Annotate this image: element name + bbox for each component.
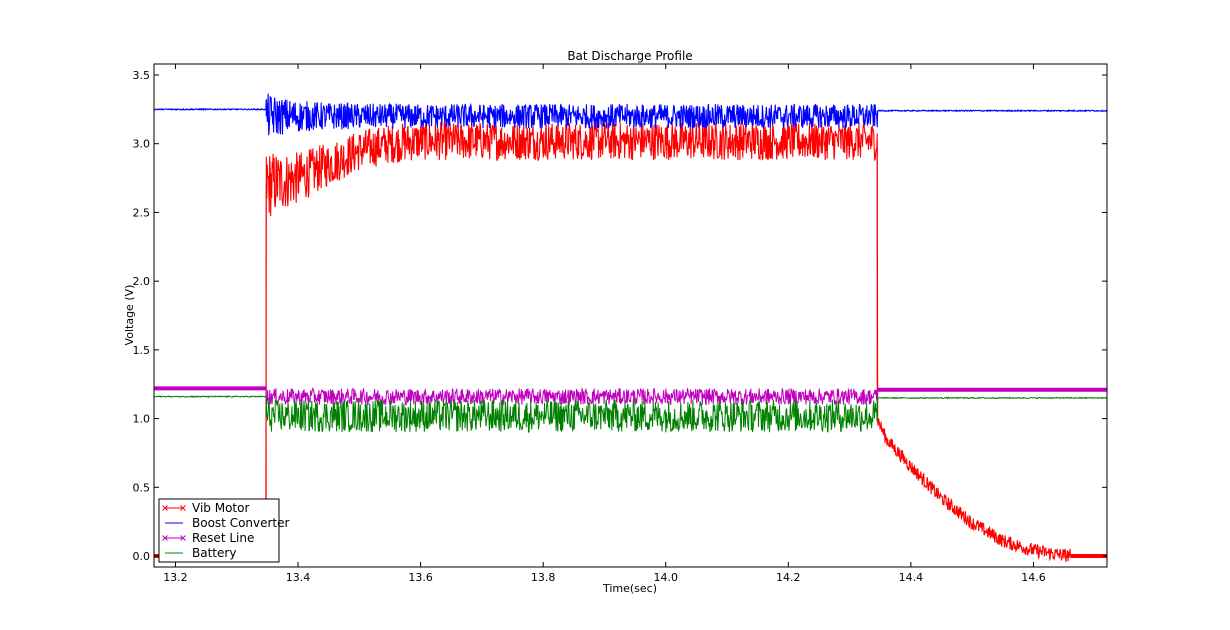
legend-label-battery: Battery bbox=[192, 546, 236, 560]
y-tick-label: 1.5 bbox=[133, 344, 151, 357]
x-tick-label: 13.6 bbox=[408, 571, 433, 584]
y-axis-label: Voltage (V) bbox=[123, 285, 136, 346]
chart-title: Bat Discharge Profile bbox=[567, 49, 692, 63]
legend-box bbox=[158, 498, 280, 563]
x-tick-label: 14.4 bbox=[899, 571, 924, 584]
x-tick-label: 13.4 bbox=[286, 571, 311, 584]
legend-label-reset-line: Reset Line bbox=[192, 531, 254, 545]
legend-marker-reset-line bbox=[162, 535, 168, 541]
y-tick-label: 1.0 bbox=[133, 413, 151, 426]
plot-frame bbox=[153, 63, 1108, 568]
series-line-boost-converter bbox=[154, 93, 1107, 136]
x-tick-label: 14.0 bbox=[653, 571, 678, 584]
legend-marker-vib-motor bbox=[162, 505, 168, 511]
y-tick-label: 3.5 bbox=[133, 69, 151, 82]
y-tick-label: 2.0 bbox=[133, 275, 151, 288]
legend-marker-vib-motor bbox=[180, 505, 186, 511]
series-line-battery bbox=[154, 395, 1107, 433]
series-line-vib-motor bbox=[154, 121, 1107, 563]
legend-label-boost-converter: Boost Converter bbox=[192, 516, 290, 530]
x-tick-label: 13.8 bbox=[531, 571, 556, 584]
x-tick-label: 14.2 bbox=[776, 571, 801, 584]
x-tick-label: 13.2 bbox=[163, 571, 188, 584]
x-tick-label: 14.6 bbox=[1021, 571, 1046, 584]
legend-marker-reset-line bbox=[180, 535, 186, 541]
y-tick-label: 0.0 bbox=[133, 550, 151, 563]
y-tick-label: 3.0 bbox=[133, 138, 151, 151]
x-axis-label: Time(sec) bbox=[602, 582, 657, 595]
y-tick-label: 2.5 bbox=[133, 206, 151, 219]
axis-ticks: 13.2 13.4 13.6 13.8 14.0 14.2 14.4 14.6 0.0 0.5 1.… bbox=[133, 64, 1107, 584]
legend-label-vib-motor: Vib Motor bbox=[192, 501, 249, 515]
y-tick-label: 0.5 bbox=[133, 481, 151, 494]
